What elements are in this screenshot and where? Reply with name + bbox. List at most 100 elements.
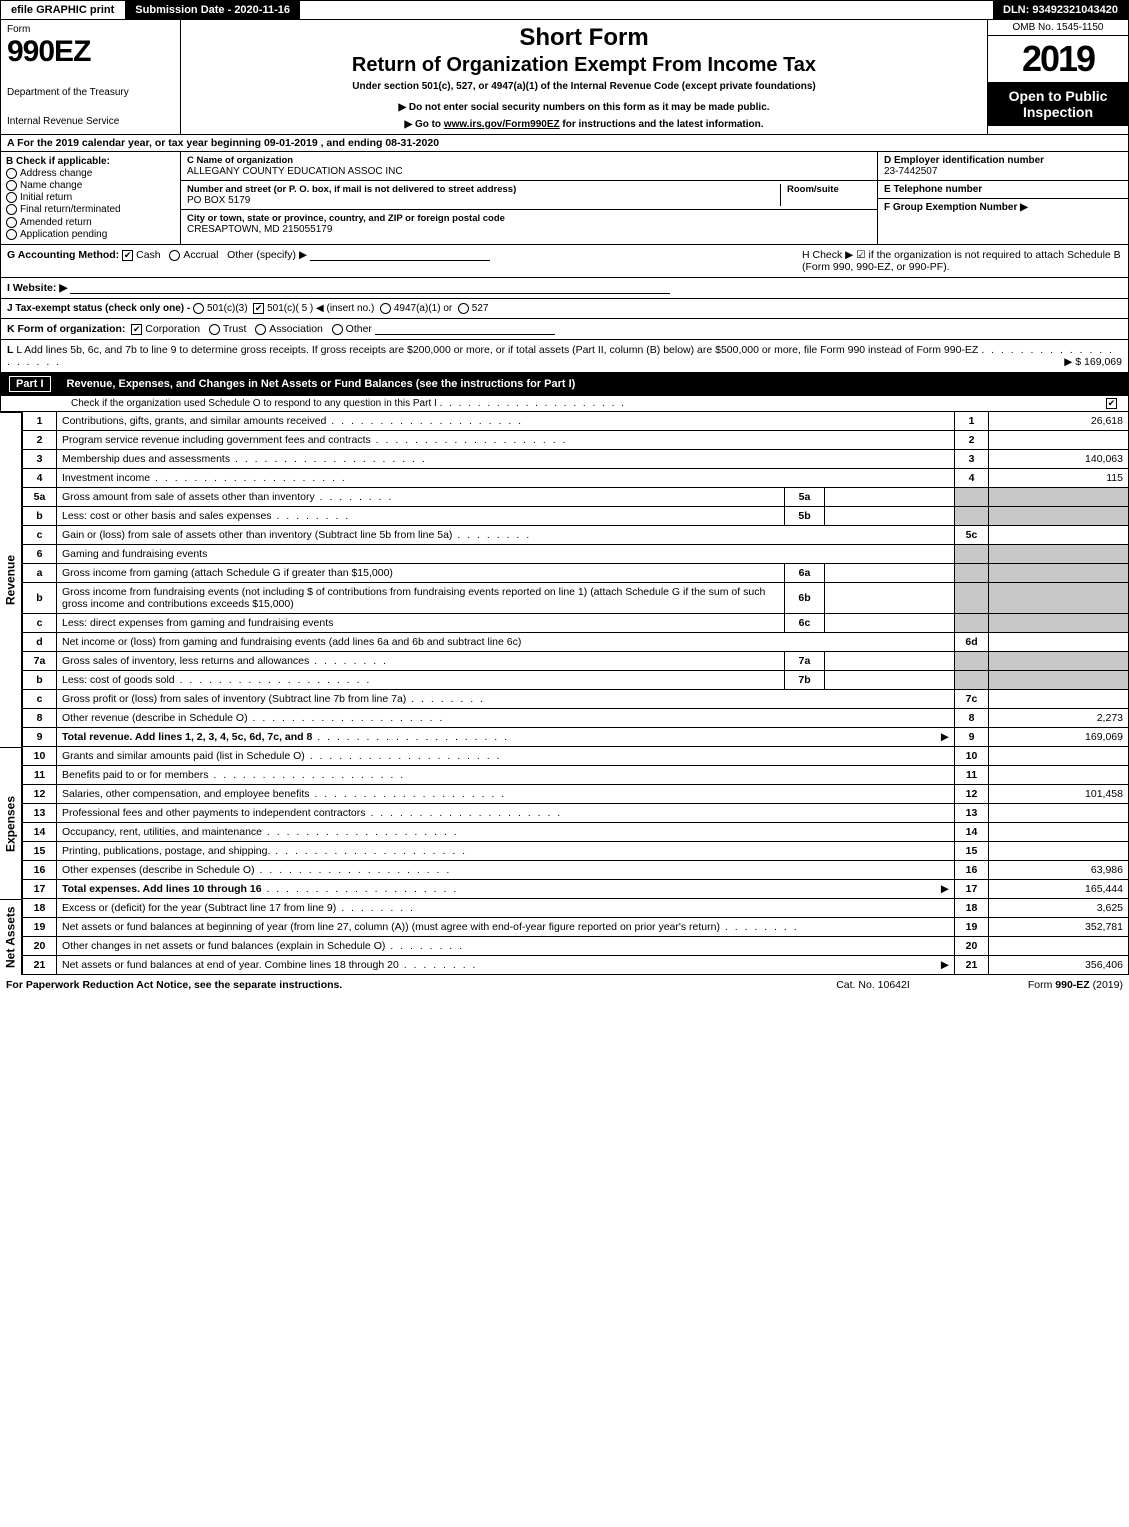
- chk-schedule-o[interactable]: [1106, 398, 1117, 409]
- chk-other-org[interactable]: [332, 324, 343, 335]
- line-16-desc: Other expenses (describe in Schedule O): [62, 864, 255, 876]
- line-11-desc: Benefits paid to or for members: [62, 769, 208, 781]
- net-assets-table: 18 Excess or (deficit) for the year (Sub…: [22, 899, 1129, 975]
- ein-label: D Employer identification number: [884, 155, 1122, 166]
- col-b-header: B Check if applicable:: [6, 156, 175, 167]
- line-3-desc: Membership dues and assessments: [62, 453, 230, 465]
- revenue-section: Revenue 1 Contributions, gifts, grants, …: [0, 412, 1129, 747]
- link-prefix: ▶ Go to: [404, 119, 443, 130]
- line-7c: c Gross profit or (loss) from sales of i…: [23, 689, 1129, 708]
- line-6a-desc: Gross income from gaming (attach Schedul…: [57, 563, 785, 582]
- line-5b-subval: [825, 506, 955, 525]
- k-form-org-row: K Form of organization: Corporation Trus…: [0, 319, 1129, 340]
- line-15: 15 Printing, publications, postage, and …: [23, 841, 1129, 860]
- line-17: 17 Total expenses. Add lines 10 through …: [23, 879, 1129, 898]
- open-to-public: Open to Public Inspection: [988, 82, 1128, 126]
- col-b-checkboxes: B Check if applicable: Address change Na…: [1, 152, 181, 244]
- line-6: 6 Gaming and fundraising events: [23, 544, 1129, 563]
- line-21-amt: 356,406: [989, 955, 1129, 974]
- submission-date-button[interactable]: Submission Date - 2020-11-16: [125, 1, 301, 19]
- line-14-amt: [989, 822, 1129, 841]
- other-specify-label: Other (specify) ▶: [227, 249, 307, 261]
- website-input[interactable]: [70, 282, 670, 294]
- chk-trust[interactable]: [209, 324, 220, 335]
- chk-501c3[interactable]: [193, 303, 204, 314]
- chk-cash[interactable]: [122, 250, 133, 261]
- phone-cell: E Telephone number: [878, 181, 1128, 199]
- g-label: G Accounting Method:: [7, 249, 119, 261]
- line-14-num: 14: [23, 822, 57, 841]
- line-18-desc: Excess or (deficit) for the year (Subtra…: [62, 902, 336, 914]
- chk-name-change[interactable]: Name change: [6, 180, 175, 191]
- chk-initial-return-label: Initial return: [20, 192, 72, 203]
- efile-button[interactable]: efile GRAPHIC print: [1, 1, 125, 19]
- chk-amended-return[interactable]: Amended return: [6, 217, 175, 228]
- chk-527[interactable]: [458, 303, 469, 314]
- chk-4947[interactable]: [380, 303, 391, 314]
- line-13-rnum: 13: [955, 803, 989, 822]
- footer-left: For Paperwork Reduction Act Notice, see …: [6, 979, 793, 991]
- line-5a-sub: 5a: [785, 487, 825, 506]
- col-c-org-info: C Name of organization ALLEGANY COUNTY E…: [181, 152, 878, 244]
- line-20-rnum: 20: [955, 936, 989, 955]
- form-header: Form 990EZ Department of the Treasury In…: [0, 20, 1129, 135]
- chk-cash-label: Cash: [136, 249, 161, 261]
- line-11-num: 11: [23, 765, 57, 784]
- irs-link[interactable]: www.irs.gov/Form990EZ: [444, 119, 560, 130]
- chk-association[interactable]: [255, 324, 266, 335]
- line-19-rnum: 19: [955, 917, 989, 936]
- chk-initial-return[interactable]: Initial return: [6, 192, 175, 203]
- header-left: Form 990EZ Department of the Treasury In…: [1, 20, 181, 134]
- chk-address-change[interactable]: Address change: [6, 168, 175, 179]
- identity-block: B Check if applicable: Address change Na…: [0, 152, 1129, 245]
- dept-treasury: Department of the Treasury: [7, 87, 174, 98]
- line-6c-desc: Less: direct expenses from gaming and fu…: [57, 613, 785, 632]
- ein-cell: D Employer identification number 23-7442…: [878, 152, 1128, 181]
- grey-cell: [989, 582, 1129, 613]
- header-center: Short Form Return of Organization Exempt…: [181, 20, 988, 134]
- net-assets-vlabel: Net Assets: [0, 899, 22, 975]
- chk-4947-label: 4947(a)(1) or: [394, 303, 452, 314]
- line-18: 18 Excess or (deficit) for the year (Sub…: [23, 899, 1129, 918]
- line-9-amt: 169,069: [989, 727, 1129, 746]
- chk-application-pending-label: Application pending: [20, 229, 107, 240]
- line-6d-desc: Net income or (loss) from gaming and fun…: [57, 632, 955, 651]
- line-7a-num: 7a: [23, 651, 57, 670]
- grey-cell: [955, 487, 989, 506]
- chk-trust-label: Trust: [223, 323, 247, 335]
- chk-association-label: Association: [269, 323, 323, 335]
- line-10-desc: Grants and similar amounts paid (list in…: [62, 750, 305, 762]
- grey-cell: [989, 506, 1129, 525]
- other-specify-input[interactable]: [310, 249, 490, 261]
- chk-final-return[interactable]: Final return/terminated: [6, 204, 175, 215]
- line-6d-num: d: [23, 632, 57, 651]
- line-16-num: 16: [23, 860, 57, 879]
- line-6a: a Gross income from gaming (attach Sched…: [23, 563, 1129, 582]
- chk-corporation[interactable]: [131, 324, 142, 335]
- line-19-desc: Net assets or fund balances at beginning…: [62, 921, 720, 933]
- phone-label: E Telephone number: [884, 184, 1122, 195]
- grey-cell: [989, 670, 1129, 689]
- chk-501c[interactable]: [253, 303, 264, 314]
- line-13-num: 13: [23, 803, 57, 822]
- dots: [440, 398, 626, 409]
- other-org-input[interactable]: [375, 323, 555, 335]
- line-20: 20 Other changes in net assets or fund b…: [23, 936, 1129, 955]
- org-city-cell: City or town, state or province, country…: [181, 210, 877, 238]
- line-13: 13 Professional fees and other payments …: [23, 803, 1129, 822]
- grey-cell: [955, 582, 989, 613]
- line-10-rnum: 10: [955, 747, 989, 766]
- grey-cell: [989, 544, 1129, 563]
- chk-accrual[interactable]: [169, 250, 180, 261]
- line-7c-num: c: [23, 689, 57, 708]
- link-suffix: for instructions and the latest informat…: [562, 119, 763, 130]
- line-1-rnum: 1: [955, 412, 989, 431]
- chk-application-pending[interactable]: Application pending: [6, 229, 175, 240]
- footer-right: Form 990-EZ (2019): [953, 979, 1123, 991]
- line-5c: c Gain or (loss) from sale of assets oth…: [23, 525, 1129, 544]
- chk-corporation-label: Corporation: [145, 323, 200, 335]
- chk-501c-label: 501(c)( 5 ) ◀ (insert no.): [267, 303, 374, 314]
- grey-cell: [955, 670, 989, 689]
- line-9-rnum: 9: [955, 727, 989, 746]
- k-label: K Form of organization:: [7, 323, 125, 335]
